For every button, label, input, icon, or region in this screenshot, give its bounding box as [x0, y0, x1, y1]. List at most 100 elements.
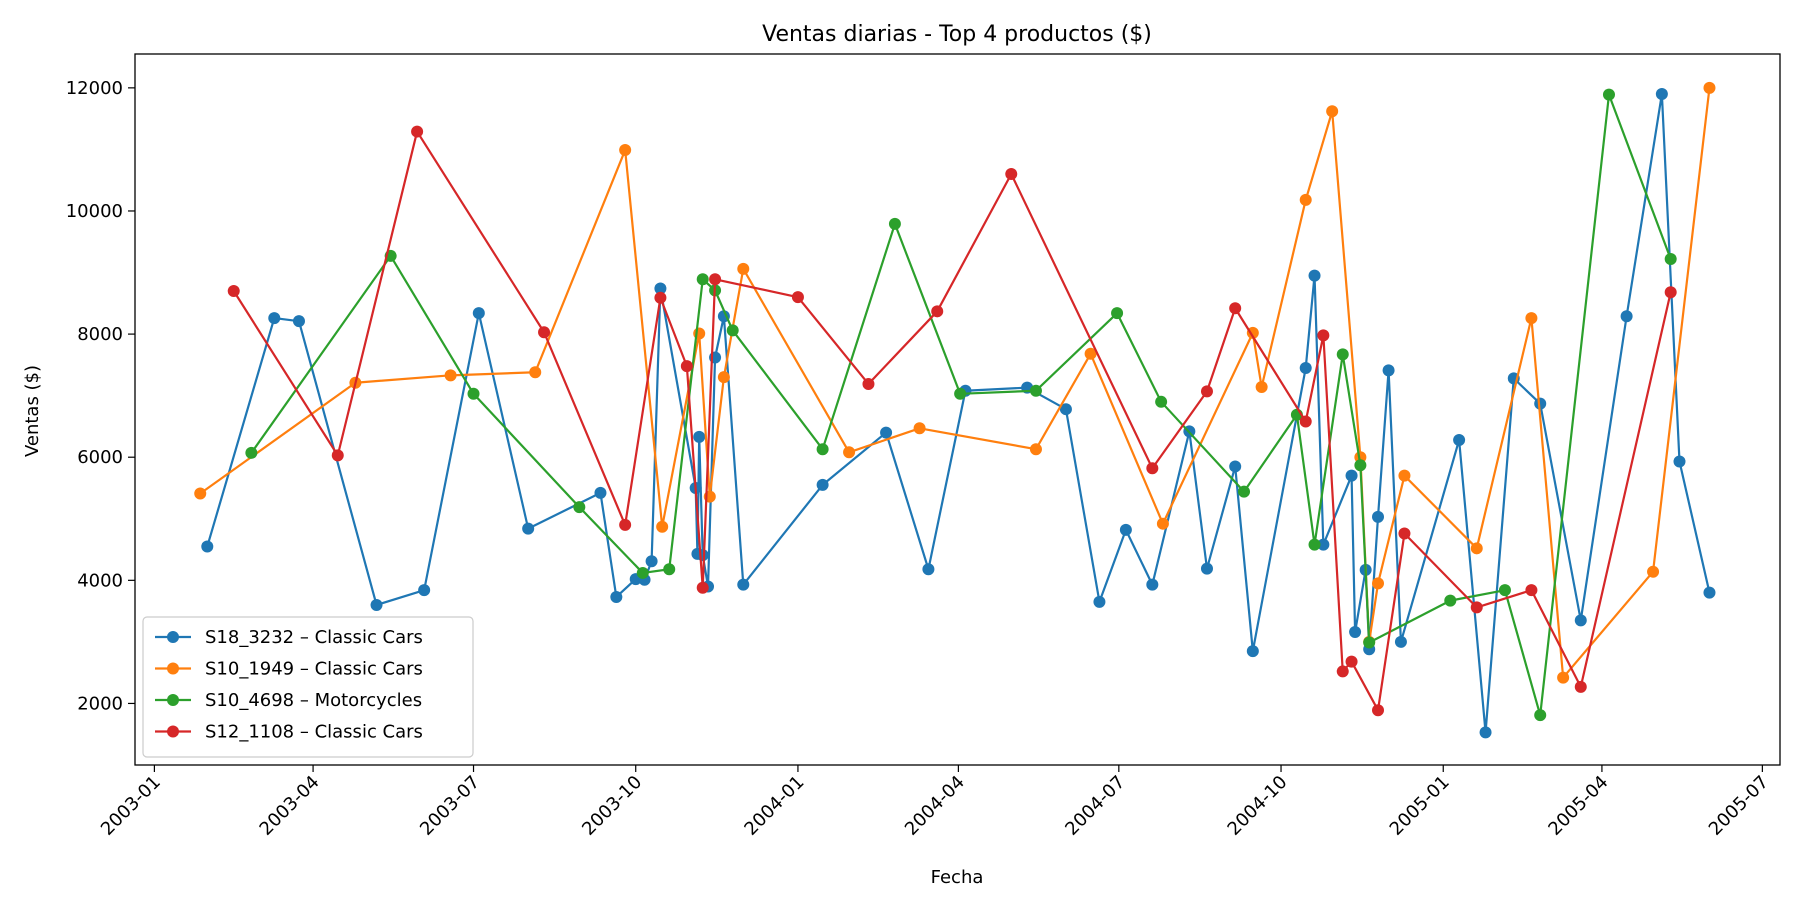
- legend-item: S18_3232 – Classic Cars: [155, 627, 423, 648]
- data-point: [1363, 636, 1376, 649]
- data-point: [791, 291, 804, 304]
- data-point: [1574, 614, 1587, 627]
- data-point: [594, 486, 607, 499]
- series-line: [199, 87, 1711, 679]
- legend-label: S12_1108 – Classic Cars: [205, 722, 423, 743]
- data-point: [1308, 538, 1321, 551]
- data-point: [610, 590, 623, 603]
- data-point: [1574, 680, 1587, 693]
- data-point: [696, 273, 709, 286]
- data-point: [1317, 329, 1330, 342]
- chart-title: Ventas diarias - Top 4 productos ($): [762, 22, 1152, 47]
- data-point: [717, 371, 730, 384]
- plot-frame: [134, 53, 1781, 766]
- data-point: [663, 563, 676, 576]
- series-4: [227, 125, 1677, 717]
- series-layer: [194, 81, 1716, 739]
- data-point: [1093, 595, 1106, 608]
- data-point: [1398, 469, 1411, 482]
- y-tick-label: 4000: [77, 570, 123, 591]
- data-point: [268, 312, 281, 325]
- data-point: [1299, 361, 1312, 374]
- data-point: [1372, 510, 1385, 523]
- data-point: [1398, 527, 1411, 540]
- data-point: [1299, 193, 1312, 206]
- data-point: [1444, 594, 1457, 607]
- data-point: [370, 598, 383, 611]
- data-point: [1534, 709, 1547, 722]
- data-point: [522, 522, 535, 535]
- data-point: [444, 369, 457, 382]
- legend: S18_3232 – Classic Cars S10_1949 – Classi…: [142, 616, 474, 758]
- x-axis-label: Fecha: [931, 867, 984, 888]
- data-point: [1534, 397, 1547, 410]
- data-point: [1029, 443, 1042, 456]
- data-point: [1602, 88, 1615, 101]
- data-point: [1470, 542, 1483, 555]
- data-point: [1229, 302, 1242, 315]
- data-point: [1119, 523, 1132, 536]
- data-point: [1059, 403, 1072, 416]
- data-point: [1200, 385, 1213, 398]
- data-point: [1345, 655, 1358, 668]
- data-point: [1703, 81, 1716, 94]
- data-point: [227, 285, 240, 297]
- data-point: [636, 566, 649, 579]
- series-1: [201, 88, 1716, 739]
- data-point: [1345, 469, 1358, 482]
- legend-marker: [167, 725, 179, 738]
- series-2: [194, 81, 1716, 684]
- data-point: [245, 446, 258, 459]
- data-point: [1470, 601, 1483, 614]
- data-point: [529, 366, 542, 379]
- data-point: [1453, 433, 1466, 446]
- legend-marker: [167, 631, 179, 643]
- data-point: [1664, 252, 1677, 265]
- data-point: [1349, 626, 1362, 639]
- data-point: [201, 540, 214, 553]
- data-point: [1703, 586, 1716, 599]
- data-point: [194, 487, 207, 500]
- data-point: [654, 291, 667, 304]
- data-point: [1299, 415, 1312, 428]
- data-point: [931, 305, 944, 318]
- data-point: [696, 581, 709, 594]
- data-point: [645, 555, 658, 568]
- data-point: [1005, 168, 1018, 181]
- legend-item: S12_1108 – Classic Cars: [155, 722, 423, 743]
- data-point: [1394, 635, 1407, 648]
- data-point: [843, 446, 856, 459]
- data-point: [418, 584, 431, 597]
- data-point: [656, 520, 669, 533]
- data-point: [654, 282, 667, 295]
- data-point: [888, 217, 901, 230]
- data-point: [538, 326, 551, 339]
- data-point: [709, 273, 722, 286]
- data-point: [737, 262, 750, 275]
- data-point: [1673, 455, 1686, 468]
- data-point: [1155, 395, 1168, 408]
- data-point: [880, 426, 893, 439]
- data-point: [680, 360, 693, 373]
- y-axis: 2000 4000 6000 8000 10000 12000: [66, 78, 135, 714]
- data-point: [331, 449, 344, 462]
- data-point: [1498, 584, 1511, 597]
- data-point: [1647, 565, 1660, 578]
- data-point: [619, 144, 632, 157]
- series-3: [245, 88, 1677, 722]
- legend-item: S10_4698 – Motorcycles: [155, 690, 422, 711]
- data-point: [1156, 517, 1169, 530]
- data-point: [1655, 88, 1668, 101]
- data-point: [922, 563, 935, 576]
- data-point: [726, 324, 739, 337]
- y-tick-label: 8000: [77, 324, 123, 345]
- data-point: [292, 315, 305, 328]
- data-point: [1372, 704, 1385, 717]
- legend-label: S10_4698 – Motorcycles: [205, 690, 422, 711]
- data-point: [1111, 307, 1124, 320]
- data-point: [1557, 671, 1570, 684]
- legend-marker: [167, 662, 179, 675]
- y-tick-label: 10000: [66, 201, 123, 222]
- legend-label: S10_1949 – Classic Cars: [205, 659, 423, 680]
